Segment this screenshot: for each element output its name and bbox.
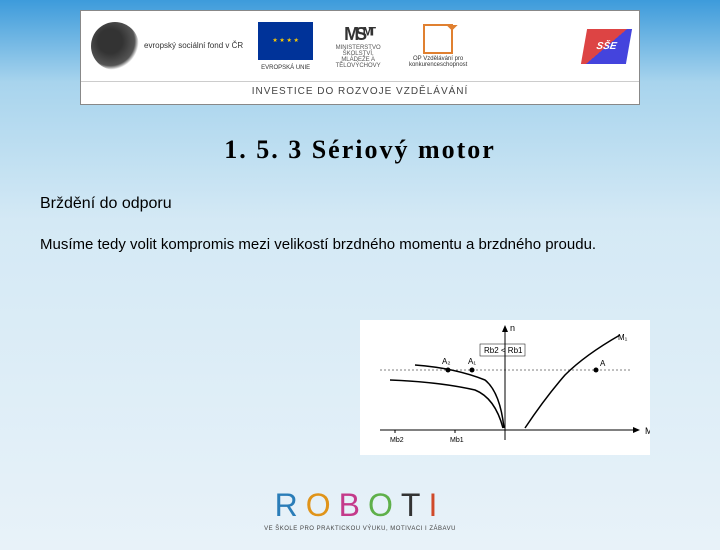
roboti-sub: VE ŠKOLE PRO PRAKTICKOU VÝUKU, MOTIVACI … [264, 526, 456, 532]
condition-label: Rb2 < Rb1 [484, 346, 523, 355]
body-text: Musíme tedy volit kompromis mezi velikos… [40, 231, 680, 258]
header-banner: evropský sociální fond v ČR EVROPSKÁ UNI… [80, 10, 640, 105]
roboti-letters: ROBOTI [264, 487, 456, 524]
x-axis-label: M [645, 426, 650, 436]
point-a2: A₂ [442, 357, 450, 366]
msmt-text: MINISTERSTVO ŠKOLSTVÍ, MLÁDEŽE A TĚLOVÝC… [328, 45, 388, 69]
content: Brždění do odporu Musíme tedy volit komp… [40, 195, 680, 258]
roboti-letter: O [306, 487, 339, 523]
subtitle: Brždění do odporu [40, 195, 680, 213]
roboti-letter: R [275, 487, 306, 523]
esf-logo: evropský sociální fond v ČR [91, 22, 243, 70]
banner-footer: INVESTICE DO ROZVOJE VZDĚLÁVÁNÍ [81, 81, 639, 101]
point-a: A [600, 359, 606, 368]
roboti-letter: B [339, 487, 368, 523]
opvk-logo: OP Vzdělávání pro konkurenceschopnost [403, 24, 473, 68]
roboti-logo: ROBOTI VE ŠKOLE PRO PRAKTICKOU VÝUKU, MO… [264, 487, 456, 532]
sse-logo: SŠE [581, 29, 632, 64]
eu-logo: EVROPSKÁ UNIE [258, 22, 313, 71]
roboti-letter: T [401, 487, 429, 523]
logos-row: evropský sociální fond v ČR EVROPSKÁ UNI… [81, 11, 639, 81]
esf-text: evropský sociální fond v ČR [144, 42, 243, 51]
eu-text: EVROPSKÁ UNIE [261, 65, 310, 71]
page-title: 1. 5. 3 Sériový motor [0, 135, 720, 165]
mb1-label: Mb1 [450, 437, 464, 444]
point-a1: A₁ [468, 357, 476, 366]
msmt-logo: MSᴹᵀ MINISTERSTVO ŠKOLSTVÍ, MLÁDEŽE A TĚ… [328, 24, 388, 69]
roboti-letter: I [428, 487, 445, 523]
mb2-label: Mb2 [390, 437, 404, 444]
roboti-letter: O [368, 487, 401, 523]
m1-label: M₁ [618, 333, 628, 342]
motor-chart: M n A₂ A₁ A Rb2 < Rb1 M₁ Mb2 Mb1 [360, 320, 650, 455]
y-axis-label: n [510, 323, 515, 333]
opvk-text: OP Vzdělávání pro konkurenceschopnost [403, 56, 473, 68]
